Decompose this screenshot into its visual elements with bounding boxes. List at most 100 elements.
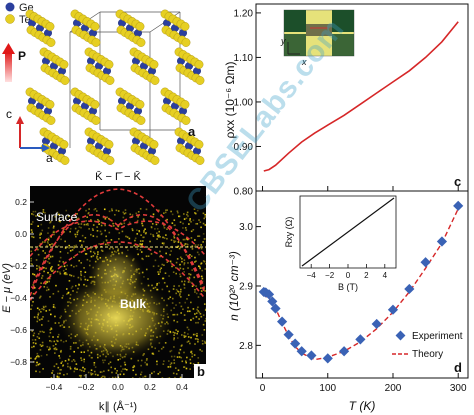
hall-inset-x-tick: 2 <box>364 271 369 280</box>
surface-label: Surface <box>36 210 78 224</box>
arpes-y-tick: −0.6 <box>10 325 27 335</box>
experiment-point <box>387 304 399 315</box>
ge-legend-dot <box>5 2 15 12</box>
arpes-map <box>30 188 206 378</box>
panel-d-x-tick: 300 <box>450 383 467 394</box>
panel-c-y-tick: 1.10 <box>234 53 254 64</box>
arpes-x-tick: 0.4 <box>176 382 188 392</box>
panel-d-y-tick: 3.0 <box>239 222 253 233</box>
experiment-point <box>355 334 366 345</box>
te-atom <box>149 140 159 149</box>
panel-c-y-tick: 0.80 <box>234 187 254 198</box>
experiment-point <box>270 303 281 314</box>
te-atom <box>136 116 146 125</box>
experiment-point <box>290 338 301 349</box>
panel-d-y-tick: 2.9 <box>239 281 253 292</box>
polarization-label: P <box>18 49 26 63</box>
rho-curve <box>263 21 459 172</box>
experiment-legend-label: Experiment <box>412 331 463 342</box>
experiment-point <box>277 316 288 327</box>
arpes-y-tick: 0.2 <box>15 197 27 207</box>
theory-legend-label: Theory <box>412 349 443 360</box>
experiment-point <box>283 329 294 340</box>
experiment-point <box>322 353 333 364</box>
panel-c-label: c <box>454 174 461 189</box>
te-atom <box>59 60 69 69</box>
te-atom <box>105 156 115 165</box>
te-atom <box>46 116 56 125</box>
panel-d-x-tick: 200 <box>385 383 402 394</box>
experiment-legend-marker <box>395 330 406 341</box>
te-atom <box>150 76 160 85</box>
panels-c-d: 0.80 0.90 1.00 1.10 1.20 ρxx (10⁻⁶ Ωm) c y x… <box>223 3 469 413</box>
panel-d-ylabel: n (10²⁰ cm⁻³) <box>227 251 241 321</box>
panel-d-x-tick: 0 <box>260 383 266 394</box>
panel-d-frame <box>255 190 469 379</box>
panel-b-label: b <box>197 364 205 379</box>
arpes-x-tick: 0.0 <box>112 382 124 392</box>
panel-d-label: d <box>454 360 462 375</box>
te-atom <box>150 156 160 165</box>
experiment-point <box>404 283 415 295</box>
te-atom <box>135 22 145 31</box>
te-atom <box>46 38 56 47</box>
axis-a-label: a <box>46 151 53 165</box>
hall-inset-x-tick: −2 <box>325 271 335 280</box>
te-atom <box>195 156 205 165</box>
te-legend-label: Te <box>19 14 31 26</box>
te-atom <box>60 156 70 165</box>
te-atom <box>60 76 70 85</box>
te-atom <box>181 116 191 125</box>
device-y-axis-label: y <box>280 36 286 46</box>
panel-c-y-tick: 0.90 <box>234 142 254 153</box>
arpes-y-tick: −0.4 <box>10 293 27 303</box>
experiment-point <box>436 236 448 247</box>
te-atom <box>181 38 191 47</box>
te-atom <box>194 140 204 149</box>
te-atom <box>136 38 146 47</box>
te-atom <box>180 22 190 31</box>
panel-d-y-tick: 2.8 <box>239 341 253 352</box>
panel-d-legend: Experiment Theory <box>392 330 463 360</box>
te-atom <box>90 22 100 31</box>
device-x-axis-label: x <box>301 57 307 67</box>
legend-te: Te <box>5 14 31 26</box>
panel-c-y-tick: 1.00 <box>234 97 254 108</box>
hall-inset-xlabel: B (T) <box>338 282 358 292</box>
te-atom <box>91 116 101 125</box>
experiment-point <box>453 200 464 211</box>
arpes-ylabel: E − μ (eV) <box>1 263 13 313</box>
bulk-label: Bulk <box>120 297 146 311</box>
hall-inset-x-tick: 0 <box>346 271 351 280</box>
panel-d-axes: 2.8 2.9 3.0 0 100 200 300 <box>239 222 467 394</box>
panel-a-label: a <box>188 124 196 139</box>
experiment-point <box>306 350 317 361</box>
arpes-x-tick: 0.2 <box>144 382 156 392</box>
te-legend-dot <box>5 14 15 24</box>
te-atom <box>45 22 55 31</box>
te-atom <box>59 140 69 149</box>
te-atom <box>45 100 55 109</box>
te-atom <box>104 60 114 69</box>
hall-inset: −4 −2 0 2 4 Rxy (Ω) B (T) <box>284 195 397 292</box>
te-atom <box>104 140 114 149</box>
device-image-inset: y x <box>280 9 355 67</box>
panel-b: K̄ − Γ̄ − K̄ 0.2 0.0 −0.2 −0.4 −0.6 −0.8 −0.4 −… <box>1 170 208 413</box>
panel-c-axes: 0.80 0.90 1.00 1.10 1.20 <box>234 8 459 198</box>
te-atom <box>195 76 205 85</box>
panel-a: Ge Te P c a a <box>2 2 205 165</box>
te-atom <box>105 76 115 85</box>
panel-d-x-tick: 100 <box>319 383 336 394</box>
arpes-y-tick: −0.2 <box>10 261 27 271</box>
hall-line <box>301 197 395 267</box>
te-atom <box>194 60 204 69</box>
experiment-point <box>371 318 382 330</box>
experiment-point <box>420 257 431 268</box>
panel-c-ylabel: ρxx (10⁻⁶ Ωm) <box>223 61 237 138</box>
te-atom <box>90 100 100 109</box>
arpes-axes: 0.2 0.0 −0.2 −0.4 −0.6 −0.8 −0.4 −0.2 0.0 0.2 0.4 <box>10 197 188 392</box>
lattice-axes <box>16 116 50 152</box>
te-atom <box>91 38 101 47</box>
k-path-label: K̄ − Γ̄ − K̄ <box>95 170 141 183</box>
panel-d-xlabel: T (K) <box>349 399 376 413</box>
